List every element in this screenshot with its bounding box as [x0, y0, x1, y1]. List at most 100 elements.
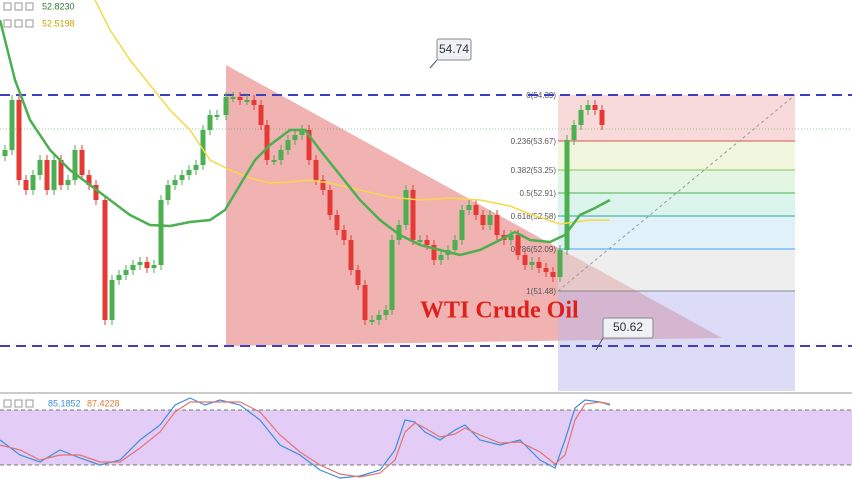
candle-body: [137, 262, 143, 265]
candle-body: [44, 160, 50, 190]
legend: 52.8230 52.5198: [3, 1, 75, 28]
fib-zone: [558, 95, 795, 141]
fib-lines: [557, 94, 796, 292]
callout-pointer: [595, 337, 604, 351]
stoch-value: 87.4228: [87, 398, 120, 408]
legend-icon: [25, 2, 34, 11]
fib-zone: [558, 170, 795, 193]
fib-zone: [558, 193, 795, 216]
candle-body: [258, 105, 264, 125]
candle-body: [313, 160, 319, 180]
candle-body: [473, 205, 479, 215]
candle-body: [65, 180, 71, 185]
candle-body: [355, 270, 361, 285]
legend-icon: [14, 2, 23, 11]
legend-icon: [14, 19, 23, 28]
stoch-d: [0, 401, 611, 478]
candle-body: [102, 200, 108, 320]
candle-body: [207, 115, 213, 130]
candle-body: [522, 255, 528, 265]
candle-body: [223, 97, 229, 115]
candle-body: [403, 190, 409, 225]
candle-body: [369, 320, 375, 322]
fib-label: 0(54.39): [526, 91, 556, 100]
callout-box: [436, 38, 472, 61]
candle-body: [389, 240, 395, 310]
candle-body: [123, 270, 129, 275]
fib-zone: [558, 216, 795, 249]
candle-body: [564, 140, 570, 250]
candle-body: [438, 255, 444, 260]
candle-body: [251, 100, 257, 105]
legend-icon: [25, 399, 34, 408]
candle-body: [116, 275, 122, 280]
legend-value: 52.5198: [42, 18, 75, 28]
candle-body: [334, 215, 340, 230]
candle-body: [487, 215, 493, 225]
candle-body: [186, 170, 192, 175]
candle-body: [72, 150, 78, 180]
candle-body: [508, 235, 514, 240]
candle-body: [529, 262, 535, 265]
candle-body: [515, 235, 521, 255]
fib-label: 0.5(52.91): [520, 189, 557, 198]
candle-body: [158, 200, 164, 265]
candle-body: [93, 185, 99, 200]
candle-body: [299, 130, 305, 135]
candle-body: [165, 185, 171, 200]
callout-label: 54.74: [439, 42, 469, 56]
candle-body: [466, 205, 472, 210]
candle-body: [237, 97, 243, 100]
candle-body: [193, 165, 199, 170]
candle-body: [16, 100, 22, 180]
candle-body: [494, 215, 500, 235]
fast-ma: [0, 19, 611, 257]
candle-body: [179, 175, 185, 180]
candle-body: [2, 150, 8, 156]
candle-body: [264, 125, 270, 160]
candle-body: [244, 100, 250, 102]
candle-body: [23, 180, 29, 190]
stoch-band: [0, 410, 852, 465]
fib-zone: [558, 291, 795, 391]
stoch-value: 85.1852: [48, 398, 81, 408]
candle-body: [58, 160, 64, 185]
candle-body: [130, 265, 136, 270]
candle-body: [79, 150, 85, 175]
legend-value: 52.8230: [42, 1, 75, 11]
candle-body: [592, 105, 598, 110]
candle-body: [536, 262, 542, 268]
candle-body: [200, 130, 206, 165]
candle-body: [320, 180, 326, 190]
candle-body: [151, 265, 157, 268]
candle-body: [376, 315, 382, 320]
candle-body: [86, 175, 92, 185]
candle-body: [30, 175, 36, 190]
fib-label: 0.382(53.25): [511, 166, 557, 175]
chart-title: WTI Crude Oil: [420, 298, 579, 324]
candle-body: [417, 240, 423, 242]
candle-body: [327, 190, 333, 215]
candle-body: [9, 100, 15, 150]
fib-zones: [558, 95, 795, 391]
legend-icon: [14, 399, 23, 408]
fib-label: 1(51.48): [526, 287, 556, 296]
candle-body: [51, 160, 57, 190]
candle-body: [557, 250, 563, 277]
candle-body: [109, 280, 115, 320]
legend-icon: [3, 399, 12, 408]
candle-body: [341, 230, 347, 240]
callout-pointer: [429, 59, 438, 69]
candle-body: [278, 150, 284, 160]
candle-body: [599, 110, 605, 125]
candle-body: [543, 268, 549, 272]
callout-label: 50.62: [613, 320, 643, 334]
candle-body: [410, 190, 416, 240]
candle-body: [230, 97, 236, 99]
legend-icon: [3, 2, 12, 11]
candle-body: [362, 285, 368, 320]
candle-body: [144, 262, 150, 268]
legend-icon: [25, 19, 34, 28]
candle-body: [396, 225, 402, 240]
